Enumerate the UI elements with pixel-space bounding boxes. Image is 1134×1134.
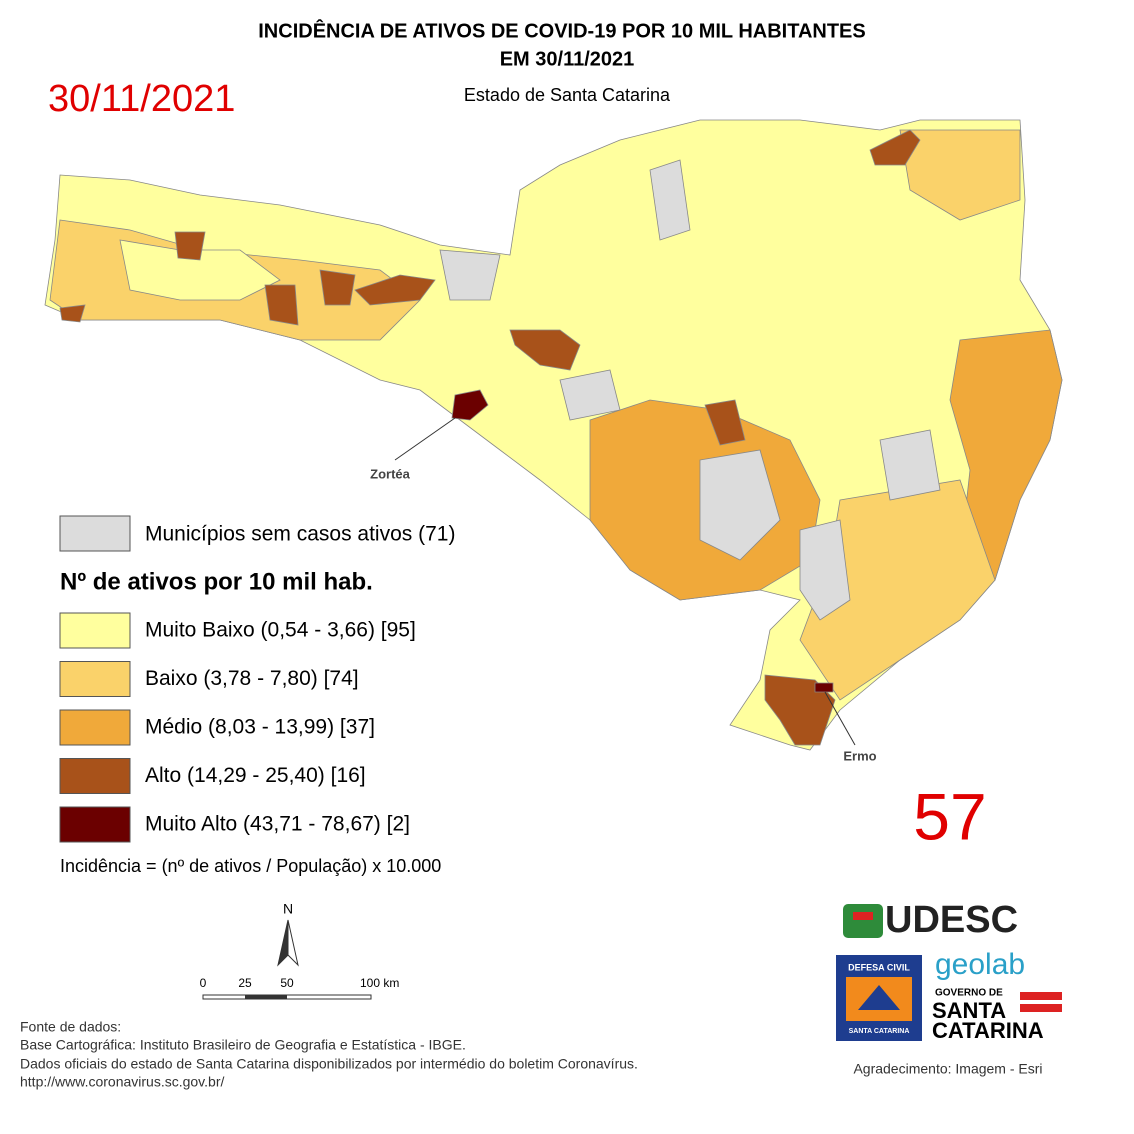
region-gray — [649, 159, 691, 241]
legend-swatch — [59, 806, 131, 843]
date-label: 30/11/2021 — [48, 78, 235, 120]
region-alto — [319, 269, 356, 306]
leader-line — [394, 417, 456, 461]
gov-text: SANTA — [932, 998, 1006, 1023]
logos: UDESC DEFESA CIVIL SANTA CATARINA geolab… — [836, 899, 1062, 1077]
udesc-icon — [843, 904, 883, 938]
defesa-civil-logo — [858, 985, 900, 1010]
leader-line — [824, 691, 856, 746]
scale-label: 25 — [238, 976, 252, 990]
sources: Fonte de dados: Base Cartográfica: Insti… — [20, 1019, 638, 1090]
region-alto — [869, 129, 921, 166]
legend-label: Alto (14,29 - 25,40) [16] — [145, 764, 366, 787]
legend-swatch — [59, 661, 131, 697]
geolab-logo: geolab — [935, 948, 1025, 981]
scale-label: 0 — [200, 976, 207, 990]
legend-label: Muito Baixo (0,54 - 3,66) [95] — [145, 619, 416, 642]
source-line: Fonte de dados: — [20, 1019, 121, 1035]
big-number: 57 — [913, 779, 986, 853]
legend-swatch — [59, 709, 131, 746]
legend-label: Municípios sem casos ativos (71) — [145, 523, 455, 546]
credit: Agradecimento: Imagem - Esri — [853, 1061, 1042, 1077]
source-line: http://www.coronavirus.sc.gov.br/ — [20, 1074, 224, 1090]
region-alto — [174, 231, 206, 261]
legend-title: Nº de ativos por 10 mil hab. — [60, 568, 373, 595]
region-alto — [704, 399, 746, 446]
region-alto — [59, 304, 86, 323]
source-line: Base Cartográfica: Instituto Brasileiro … — [20, 1037, 466, 1053]
legend-swatch — [59, 758, 131, 794]
region-alto — [354, 274, 436, 306]
north-arrow: N — [277, 901, 299, 967]
subtitle: Estado de Santa Catarina — [464, 85, 671, 105]
source-line: Dados oficiais do estado de Santa Catari… — [20, 1056, 638, 1072]
region-gray — [559, 369, 621, 421]
region-gray — [439, 249, 501, 301]
legend-label: Médio (8,03 - 13,99) [37] — [145, 716, 375, 739]
title: INCIDÊNCIA DE ATIVOS DE COVID-19 POR 10 … — [258, 18, 865, 42]
gov-text: CATARINA — [932, 1018, 1044, 1043]
scale-bar: 0 25 50 100 km — [200, 976, 399, 1000]
legend: Municípios sem casos ativos (71) Nº de a… — [59, 515, 455, 876]
region-medio — [949, 329, 1063, 581]
scale-label: 50 — [280, 976, 294, 990]
legend-label: Baixo (3,78 - 7,80) [74] — [145, 667, 359, 690]
region-baixo — [899, 129, 1021, 221]
north-label: N — [283, 901, 293, 917]
region-gray — [699, 449, 781, 561]
gov-text: GOVERNO DE — [935, 988, 1003, 999]
place-label: Ermo — [843, 748, 876, 763]
defesa-text: DEFESA CIVIL — [848, 962, 910, 972]
region-alto — [509, 329, 581, 371]
scale-bar-fill — [245, 995, 287, 999]
region-muito-alto — [814, 682, 834, 693]
arrow — [277, 919, 289, 967]
defesa-text: SANTA CATARINA — [849, 1028, 910, 1035]
region-alto — [264, 284, 299, 326]
scale-label: 100 km — [360, 976, 399, 990]
region-gray — [799, 519, 851, 621]
formula: Incidência = (nº de ativos / População) … — [60, 856, 441, 876]
udesc-icon — [853, 912, 873, 920]
legend-swatch — [59, 612, 131, 649]
region-gray — [879, 429, 941, 501]
legend-swatch — [59, 515, 131, 552]
legend-label: Muito Alto (43,71 - 78,67) [2] — [145, 813, 410, 836]
flag — [1020, 1000, 1062, 1004]
place-label: Zortéa — [370, 466, 411, 481]
title-date: EM 30/11/2021 — [500, 48, 635, 70]
udesc-logo: UDESC — [885, 899, 1018, 941]
region-muito-alto — [451, 389, 489, 421]
state-map: Zortéa Ermo — [44, 119, 1063, 763]
